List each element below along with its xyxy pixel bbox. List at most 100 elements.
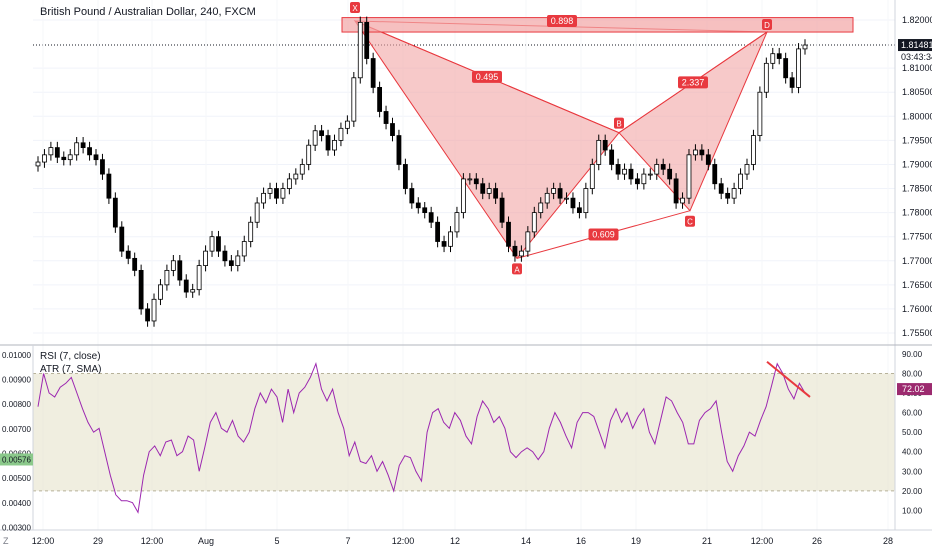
time-tick-label: 14 xyxy=(521,536,531,546)
candle-body xyxy=(319,130,324,136)
rsi-line xyxy=(37,362,806,514)
indicator-pane xyxy=(33,360,895,514)
candle-body xyxy=(254,202,260,223)
time-tick-label: 7 xyxy=(345,536,350,546)
candle-body xyxy=(448,231,453,247)
atr-tick-label: 0.00300 xyxy=(2,524,31,533)
candle-body xyxy=(222,250,228,262)
candle-body xyxy=(183,279,189,293)
candle-body xyxy=(467,178,473,181)
ratio-ac-label-bg xyxy=(588,228,619,241)
pattern-point-label: C xyxy=(687,218,693,227)
pattern-point-marker xyxy=(512,263,522,275)
atr-tick-label: 0.00400 xyxy=(2,499,31,508)
candle-body xyxy=(241,241,247,257)
timezone-z-label[interactable]: Z xyxy=(3,536,9,546)
candle-body xyxy=(261,192,266,204)
candle-body xyxy=(396,135,402,165)
candle-body xyxy=(473,178,479,185)
candle-body xyxy=(738,173,743,189)
candle-body xyxy=(364,22,370,59)
candle-body xyxy=(577,207,582,214)
candle-body xyxy=(100,159,105,175)
candle-body xyxy=(312,130,318,146)
candle-body xyxy=(235,255,241,266)
candle-body xyxy=(151,298,157,322)
time-tick-label: 12:00 xyxy=(392,536,415,546)
candle-body xyxy=(525,231,531,252)
candle-body xyxy=(802,44,808,50)
candle-body xyxy=(654,164,660,175)
candle-body xyxy=(344,120,350,129)
candle-body xyxy=(609,149,615,165)
pattern-point-marker xyxy=(762,19,772,31)
candle-body xyxy=(422,207,428,214)
time-tick-label: 12:00 xyxy=(141,536,164,546)
candle-body xyxy=(415,202,421,209)
candle-body xyxy=(228,260,234,266)
pattern-point-label: D xyxy=(764,21,770,30)
time-tick-label: 16 xyxy=(576,536,586,546)
rsi-tick-label: 80.00 xyxy=(902,369,923,378)
candle-body xyxy=(731,188,737,199)
divergence-trendline xyxy=(766,360,811,398)
candle-body xyxy=(673,178,679,204)
candle-body xyxy=(42,154,47,163)
candle-body xyxy=(583,188,589,214)
ratio-bd-label-bg xyxy=(678,76,708,89)
candle-body xyxy=(274,188,279,199)
ratio-xd-label: 0.898 xyxy=(551,16,574,26)
candle-body xyxy=(428,212,434,223)
price-tick-label: 1.76500 xyxy=(902,280,932,290)
candle-body xyxy=(370,58,376,88)
ratio-xb-label: 0.495 xyxy=(476,72,499,82)
rsi-tick-label: 90.00 xyxy=(902,350,923,359)
ratio-xd-label-bg xyxy=(547,14,577,27)
symbol-title: British Pound / Australian Dollar, 240, … xyxy=(40,6,256,18)
time-tick-label: 21 xyxy=(702,536,712,546)
time-tick-label: 5 xyxy=(274,536,279,546)
candle-body xyxy=(635,178,640,185)
pattern-point-marker xyxy=(685,215,695,227)
candlestick-series xyxy=(35,16,808,327)
pattern-point-marker xyxy=(350,1,360,13)
candle-body xyxy=(35,161,41,167)
candle-body xyxy=(531,212,537,233)
rsi-tick-label: 40.00 xyxy=(902,448,923,457)
candle-body xyxy=(357,22,363,79)
candle-body xyxy=(544,192,550,204)
candle-body xyxy=(725,192,731,199)
candle-body xyxy=(203,250,208,266)
candle-body xyxy=(267,188,273,194)
candle-body xyxy=(512,245,518,257)
candle-body xyxy=(402,164,408,189)
rsi-legend-label: RSI (7, close) xyxy=(40,351,101,362)
bar-countdown: 03:43:34 xyxy=(901,52,932,62)
candle-body xyxy=(190,289,196,293)
candle-body xyxy=(570,197,576,209)
candle-body xyxy=(409,188,415,204)
candle-body xyxy=(486,188,492,194)
candle-body xyxy=(441,241,447,247)
candle-body xyxy=(209,236,215,252)
candle-body xyxy=(680,197,685,204)
candle-body xyxy=(106,173,112,199)
candle-body xyxy=(705,154,711,165)
candle-body xyxy=(125,250,131,259)
price-tick-label: 1.78000 xyxy=(902,208,932,218)
candle-body xyxy=(770,53,776,64)
candle-body xyxy=(170,260,176,271)
candle-body xyxy=(138,269,144,310)
candle-body xyxy=(390,123,395,136)
price-tick-label: 1.79500 xyxy=(902,135,932,145)
price-tick-label: 1.80000 xyxy=(902,111,932,121)
candle-body xyxy=(718,183,724,194)
pattern-point-marker xyxy=(614,117,624,129)
candle-body xyxy=(286,178,292,189)
candle-body xyxy=(80,142,86,149)
candle-body xyxy=(493,188,499,199)
candle-body xyxy=(596,139,602,165)
atr-value-tag-bg xyxy=(0,453,33,466)
